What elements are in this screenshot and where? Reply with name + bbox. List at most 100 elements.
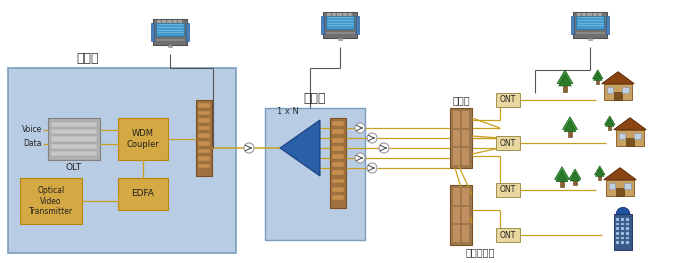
- Bar: [8, 68, 236, 253]
- Bar: [321, 16, 324, 34]
- Bar: [452, 129, 460, 146]
- Bar: [574, 178, 577, 185]
- Polygon shape: [594, 73, 602, 80]
- Polygon shape: [596, 169, 604, 176]
- Text: 中心局: 中心局: [77, 52, 99, 64]
- Bar: [156, 23, 184, 36]
- Polygon shape: [592, 70, 603, 79]
- Bar: [332, 129, 344, 134]
- Bar: [621, 218, 625, 221]
- Bar: [348, 13, 352, 16]
- Bar: [626, 138, 634, 146]
- Polygon shape: [594, 166, 605, 175]
- Bar: [173, 20, 177, 23]
- Bar: [323, 12, 357, 38]
- Bar: [198, 111, 210, 115]
- Bar: [198, 126, 210, 130]
- Text: Optical
Video
Transmitter: Optical Video Transmitter: [29, 186, 73, 216]
- Bar: [51, 136, 97, 141]
- Bar: [621, 236, 625, 239]
- Bar: [616, 232, 619, 235]
- Text: 传输线终端: 传输线终端: [465, 247, 495, 257]
- Bar: [198, 141, 210, 146]
- Bar: [332, 154, 344, 159]
- Polygon shape: [564, 120, 576, 132]
- Bar: [608, 124, 612, 130]
- Bar: [332, 138, 344, 143]
- Polygon shape: [569, 169, 581, 179]
- Bar: [167, 20, 171, 23]
- Text: ONT: ONT: [500, 139, 516, 148]
- Bar: [621, 223, 625, 225]
- Polygon shape: [602, 72, 634, 84]
- Bar: [450, 185, 472, 245]
- Text: Voice: Voice: [21, 125, 42, 134]
- Bar: [609, 183, 616, 189]
- Bar: [338, 38, 342, 41]
- Bar: [198, 103, 210, 108]
- Circle shape: [244, 143, 254, 153]
- Bar: [577, 13, 581, 16]
- Bar: [332, 13, 337, 16]
- Wedge shape: [616, 207, 630, 214]
- Bar: [155, 38, 184, 41]
- Bar: [198, 118, 210, 123]
- Bar: [198, 156, 210, 161]
- Bar: [598, 13, 603, 16]
- Bar: [51, 122, 97, 127]
- Bar: [151, 23, 154, 41]
- Bar: [621, 232, 625, 235]
- Polygon shape: [605, 116, 615, 125]
- Text: Data: Data: [23, 139, 42, 149]
- Bar: [571, 16, 574, 34]
- Bar: [576, 16, 604, 29]
- Bar: [332, 179, 344, 184]
- Bar: [326, 16, 354, 29]
- Bar: [450, 108, 472, 168]
- Bar: [332, 162, 344, 167]
- Text: OLT: OLT: [66, 164, 82, 173]
- Bar: [452, 206, 460, 223]
- Bar: [627, 232, 630, 235]
- Bar: [496, 228, 520, 242]
- Bar: [627, 218, 630, 221]
- Bar: [327, 13, 331, 16]
- Bar: [196, 100, 212, 176]
- Bar: [461, 224, 469, 242]
- Bar: [616, 241, 619, 244]
- Bar: [496, 93, 520, 107]
- Bar: [452, 147, 460, 165]
- Bar: [616, 130, 644, 146]
- Polygon shape: [605, 119, 614, 127]
- Bar: [627, 236, 630, 239]
- Bar: [198, 149, 210, 153]
- Circle shape: [355, 123, 365, 133]
- Bar: [198, 133, 210, 138]
- Bar: [562, 82, 567, 92]
- Bar: [332, 146, 344, 151]
- Bar: [178, 20, 182, 23]
- Bar: [332, 195, 344, 200]
- Bar: [198, 164, 210, 168]
- Polygon shape: [556, 170, 568, 182]
- Bar: [627, 241, 630, 244]
- Bar: [593, 13, 597, 16]
- Bar: [332, 170, 344, 175]
- Bar: [634, 133, 641, 139]
- Bar: [627, 223, 630, 225]
- Bar: [186, 23, 189, 41]
- Bar: [588, 38, 592, 41]
- Bar: [461, 147, 469, 165]
- Bar: [621, 227, 625, 230]
- Bar: [574, 12, 607, 38]
- Bar: [461, 206, 469, 223]
- Bar: [452, 187, 460, 205]
- Bar: [627, 227, 630, 230]
- Text: ONT: ONT: [500, 185, 516, 195]
- Polygon shape: [562, 117, 578, 129]
- Bar: [51, 129, 97, 134]
- Bar: [153, 19, 187, 45]
- Bar: [51, 151, 97, 156]
- Text: ONT: ONT: [500, 95, 516, 104]
- Text: EDFA: EDFA: [131, 190, 154, 199]
